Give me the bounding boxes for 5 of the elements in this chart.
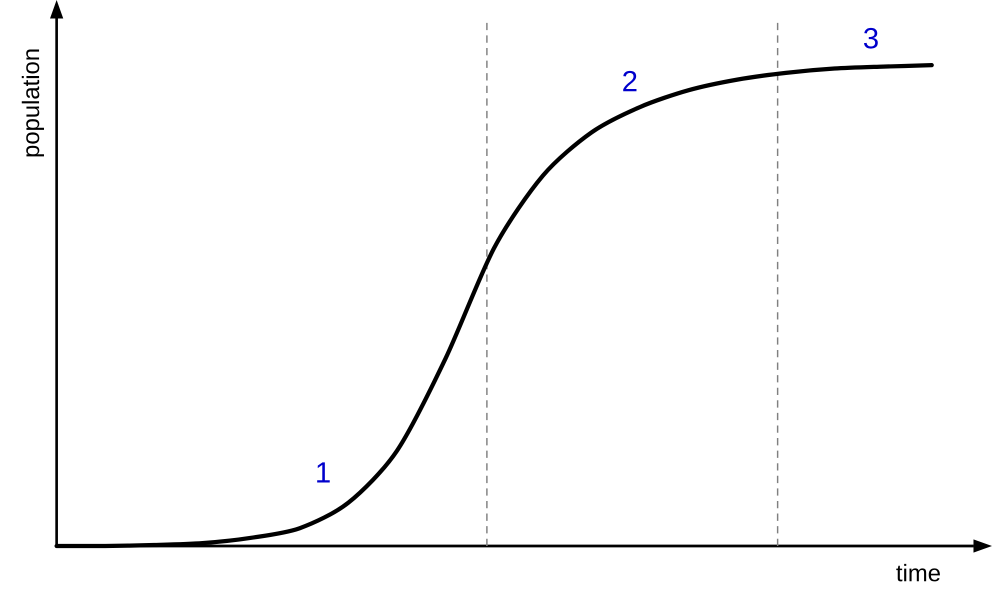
text: 3 [864,28,878,49]
annotation: 1 [317,462,330,483]
x-axis-title: time [896,564,940,582]
y-axis-title: population [22,50,44,157]
annotation: 2 [623,71,636,92]
